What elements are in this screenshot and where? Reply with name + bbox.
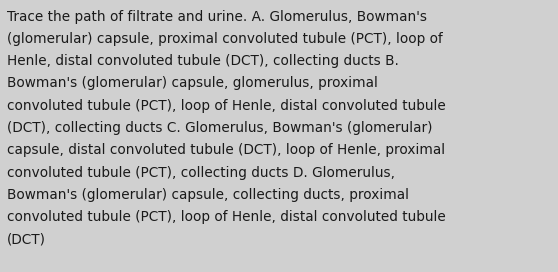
Text: Bowman's (glomerular) capsule, collecting ducts, proximal: Bowman's (glomerular) capsule, collectin…	[7, 188, 409, 202]
Text: Henle, distal convoluted tubule (DCT), collecting ducts B.: Henle, distal convoluted tubule (DCT), c…	[7, 54, 399, 68]
Text: (glomerular) capsule, proximal convoluted tubule (PCT), loop of: (glomerular) capsule, proximal convolute…	[7, 32, 443, 46]
Text: (DCT): (DCT)	[7, 233, 46, 246]
Text: Trace the path of filtrate and urine. A. Glomerulus, Bowman's: Trace the path of filtrate and urine. A.…	[7, 10, 427, 23]
Text: (DCT), collecting ducts C. Glomerulus, Bowman's (glomerular): (DCT), collecting ducts C. Glomerulus, B…	[7, 121, 433, 135]
Text: convoluted tubule (PCT), collecting ducts D. Glomerulus,: convoluted tubule (PCT), collecting duct…	[7, 166, 395, 180]
Text: Bowman's (glomerular) capsule, glomerulus, proximal: Bowman's (glomerular) capsule, glomerulu…	[7, 76, 378, 90]
Text: convoluted tubule (PCT), loop of Henle, distal convoluted tubule: convoluted tubule (PCT), loop of Henle, …	[7, 210, 446, 224]
Text: convoluted tubule (PCT), loop of Henle, distal convoluted tubule: convoluted tubule (PCT), loop of Henle, …	[7, 99, 446, 113]
Text: capsule, distal convoluted tubule (DCT), loop of Henle, proximal: capsule, distal convoluted tubule (DCT),…	[7, 143, 445, 157]
